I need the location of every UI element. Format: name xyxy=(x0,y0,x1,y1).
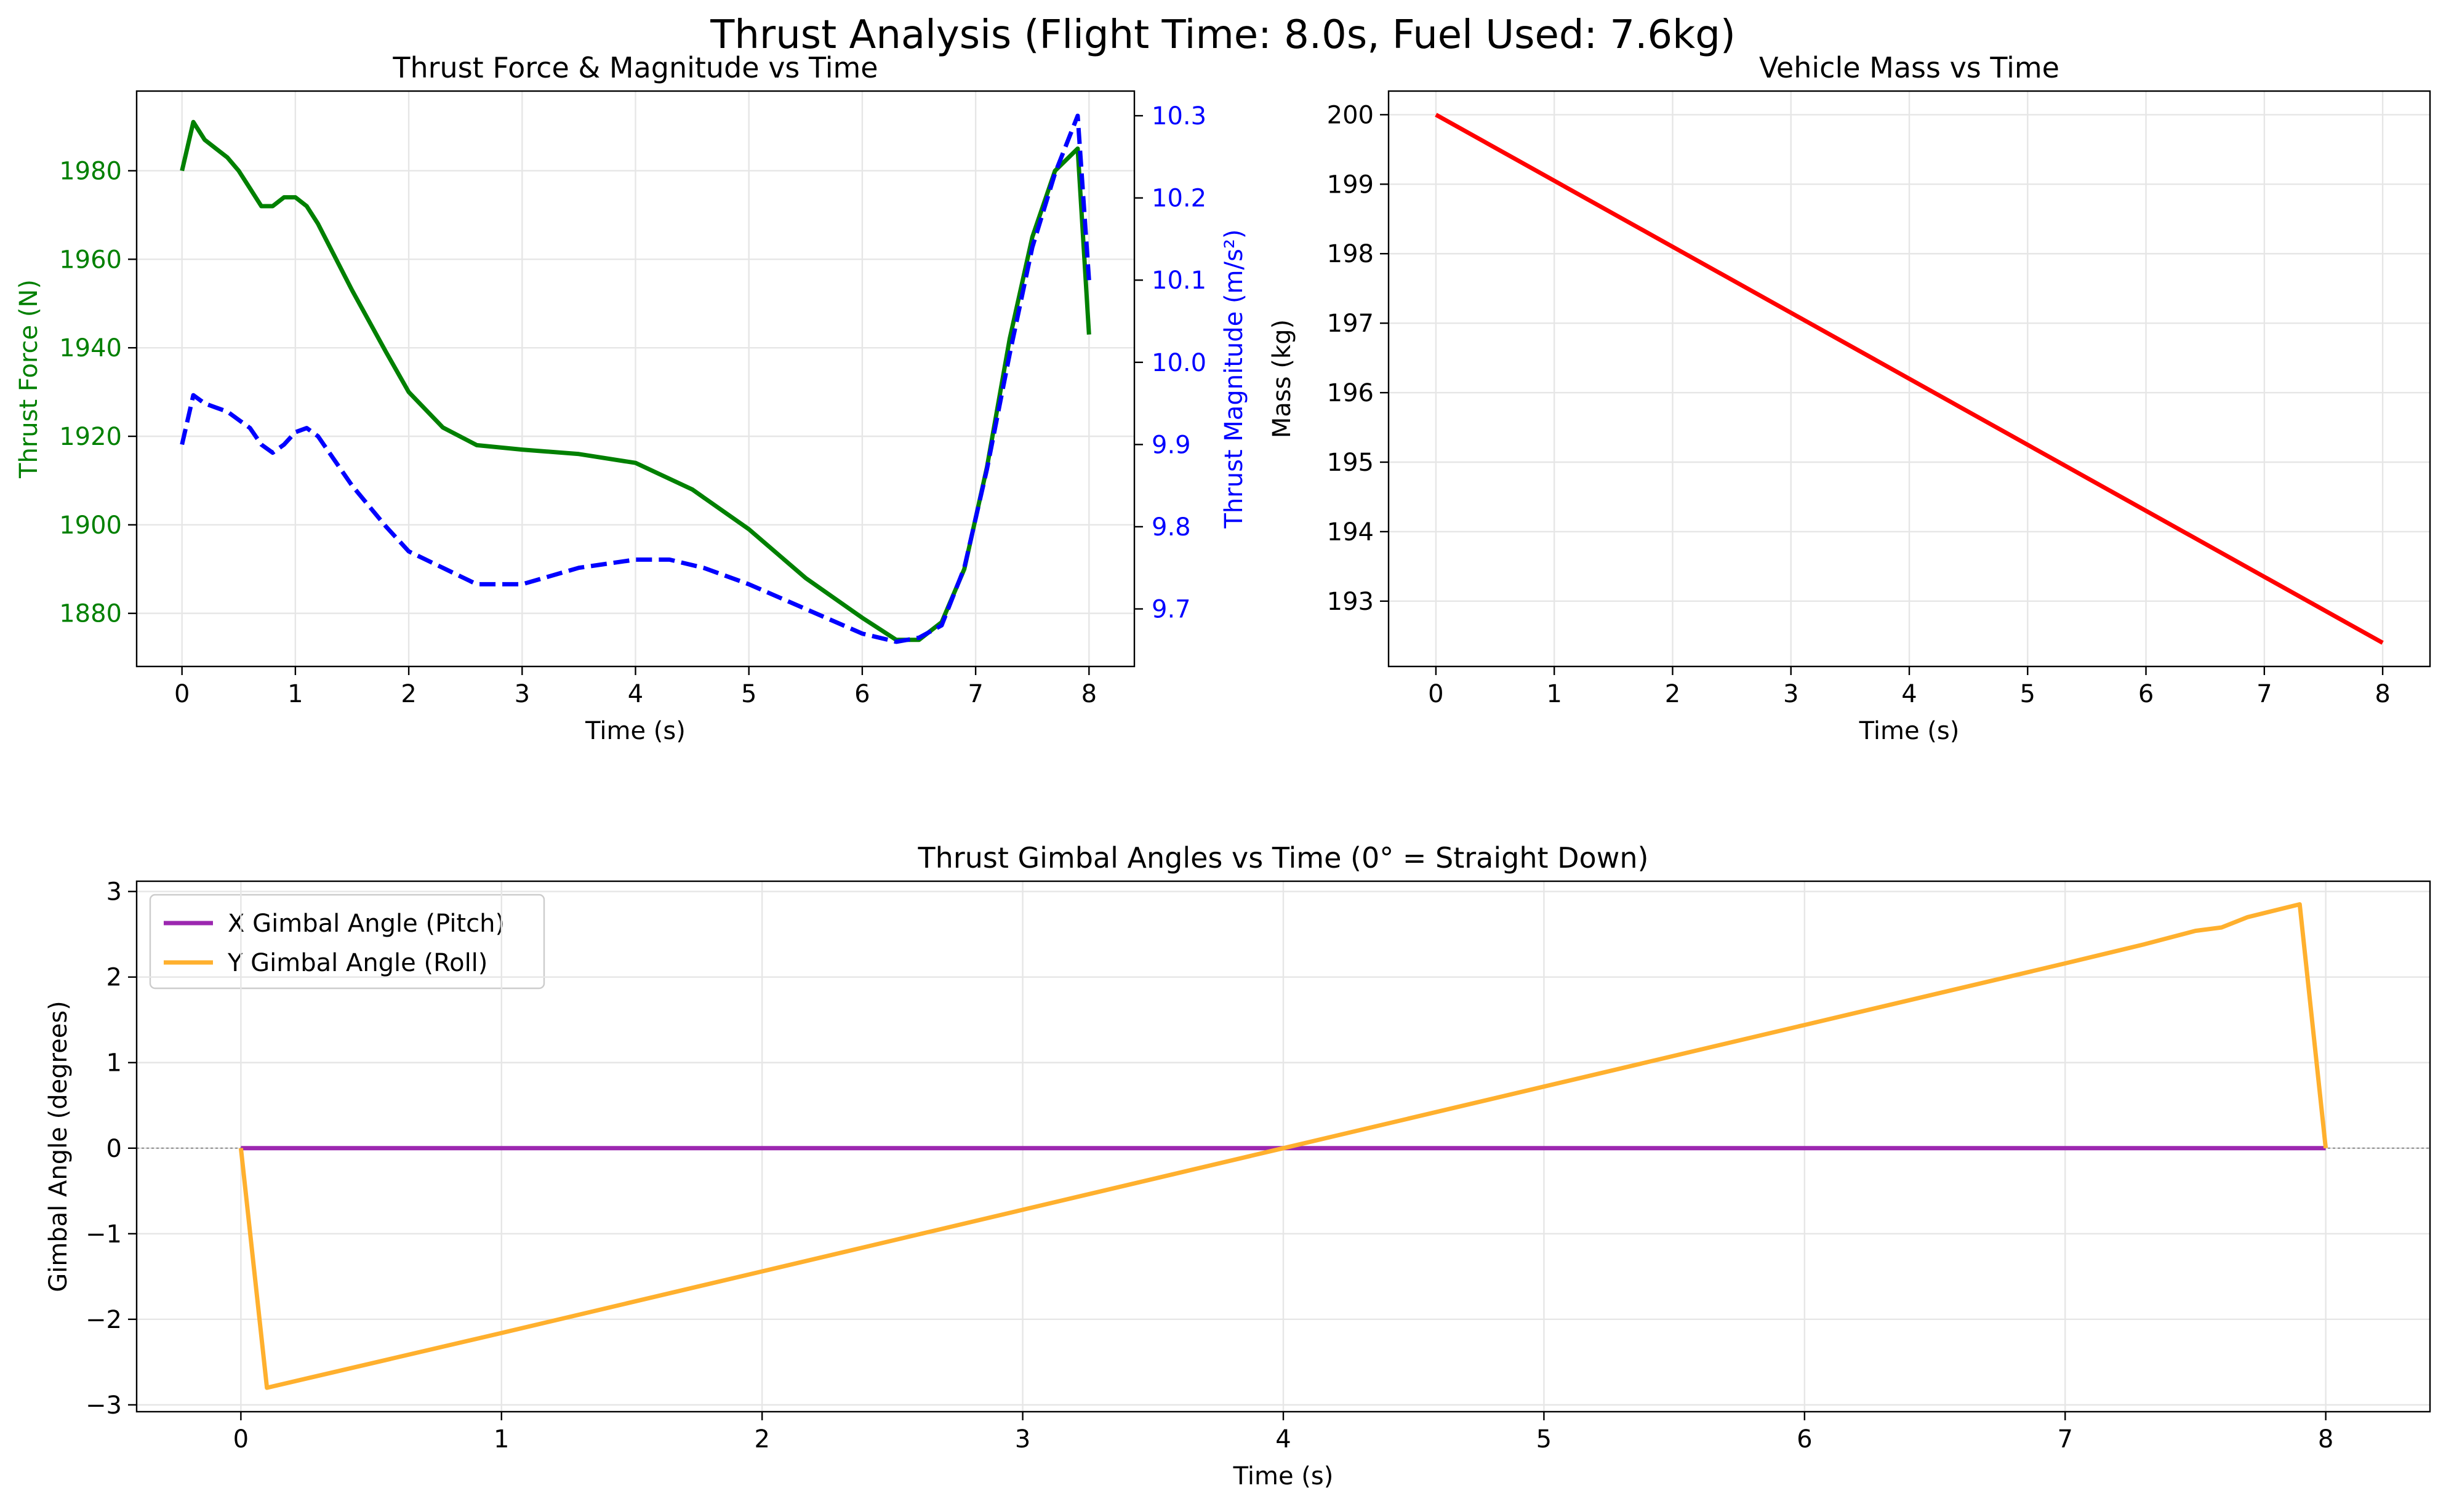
y-tick-label: 194 xyxy=(1327,518,1374,546)
y2-tick-label: 10.0 xyxy=(1152,349,1206,377)
x-tick-label: 3 xyxy=(1015,1425,1030,1454)
y-tick-label: 197 xyxy=(1327,310,1374,338)
y-tick-label: 195 xyxy=(1327,449,1374,477)
y2-tick-label: 10.2 xyxy=(1152,185,1206,213)
y-tick-label: 1980 xyxy=(59,157,122,185)
thrust-magnitude-y-axis-label: Thrust Magnitude (m/s²) xyxy=(1220,230,1248,529)
x-tick-label: 4 xyxy=(1901,680,1917,708)
series-lines xyxy=(238,902,2328,1390)
y-gimbal-line xyxy=(238,902,2328,1390)
grid-lines xyxy=(137,91,1134,666)
x-tick-label: 8 xyxy=(2318,1425,2333,1454)
x-tick-label: 7 xyxy=(968,680,983,708)
legend-label-x-gimbal: X Gimbal Angle (Pitch) xyxy=(228,910,505,938)
y-tick-label: 1920 xyxy=(59,423,122,451)
thrust-force-chart-title: Thrust Force & Magnitude vs Time xyxy=(392,51,878,84)
x-tick-label: 2 xyxy=(1665,680,1680,708)
vehicle-mass-y-axis-label: Mass (kg) xyxy=(1268,319,1296,438)
figure-title: Thrust Analysis (Flight Time: 8.0s, Fuel… xyxy=(710,12,1736,58)
y-tick-label: 1 xyxy=(106,1049,122,1078)
y2-tick-label: 10.1 xyxy=(1152,266,1206,295)
x-tick-label: 3 xyxy=(515,680,530,708)
x-tick-label: 2 xyxy=(401,680,416,708)
y-tick-label: 0 xyxy=(106,1135,122,1163)
x-tick-label: 2 xyxy=(754,1425,769,1454)
x-tick-label: 4 xyxy=(628,680,643,708)
y-tick-label: 199 xyxy=(1327,170,1374,199)
y2-tick-label: 9.7 xyxy=(1152,596,1191,624)
axes-frame xyxy=(1387,90,2431,668)
thrust-force-chart: Thrust Force & Magnitude vs Time Time (s… xyxy=(15,51,1248,745)
y-tick-label: 198 xyxy=(1327,240,1374,268)
gimbal-angles-y-axis-label: Gimbal Angle (degrees) xyxy=(44,1001,73,1292)
series-lines xyxy=(180,113,1091,644)
y2-tick-label: 10.3 xyxy=(1152,102,1206,130)
thrust-magnitude-line xyxy=(180,113,1091,644)
x-tick-label: 5 xyxy=(2020,680,2035,708)
gimbal-legend: X Gimbal Angle (Pitch) Y Gimbal Angle (R… xyxy=(149,894,545,990)
legend-label-y-gimbal: Y Gimbal Angle (Roll) xyxy=(227,949,487,977)
y-tick-label: −2 xyxy=(86,1306,122,1334)
grid-lines xyxy=(1389,91,2430,666)
x-tick-label: 5 xyxy=(741,680,756,708)
x-tick-label: 7 xyxy=(2058,1425,2073,1454)
series-lines xyxy=(1435,113,2384,645)
y-tick-label: −1 xyxy=(86,1220,122,1249)
x-tick-label: 8 xyxy=(2375,680,2390,708)
y-tick-label: −3 xyxy=(86,1391,122,1420)
axes-frame xyxy=(135,90,1136,668)
x-tick-label: 1 xyxy=(1546,680,1562,708)
x-tick-label: 5 xyxy=(1536,1425,1552,1454)
x-tick-label: 3 xyxy=(1783,680,1798,708)
mass-line xyxy=(1435,113,2384,645)
x-tick-label: 4 xyxy=(1275,1425,1291,1454)
thrust-force-x-axis-label: Time (s) xyxy=(585,717,686,745)
thrust-force-y-axis-label: Thrust Force (N) xyxy=(15,279,43,479)
y-tick-label: 2 xyxy=(106,964,122,992)
x-tick-label: 0 xyxy=(174,680,190,708)
gimbal-angles-chart-title: Thrust Gimbal Angles vs Time (0° = Strai… xyxy=(918,841,1649,874)
y-tick-label: 193 xyxy=(1327,588,1374,616)
y2-tick-label: 9.8 xyxy=(1152,513,1191,542)
x-tick-label: 6 xyxy=(1797,1425,1812,1454)
x-tick-label: 6 xyxy=(854,680,870,708)
axes-frame xyxy=(135,880,2431,1413)
y2-tick-label: 9.9 xyxy=(1152,431,1191,459)
y-tick-label: 1900 xyxy=(59,511,122,540)
x-tick-label: 7 xyxy=(2256,680,2272,708)
x-tick-label: 0 xyxy=(233,1425,249,1454)
vehicle-mass-chart-title: Vehicle Mass vs Time xyxy=(1759,51,2059,84)
y-tick-label: 3 xyxy=(106,878,122,906)
y-tick-label: 196 xyxy=(1327,379,1374,407)
gimbal-angles-chart: Thrust Gimbal Angles vs Time (0° = Strai… xyxy=(44,841,2431,1490)
legend-box xyxy=(149,894,545,990)
y-tick-label: 1880 xyxy=(59,600,122,628)
vehicle-mass-chart: Vehicle Mass vs Time Time (s) Mass (kg) … xyxy=(1268,51,2431,745)
x-tick-label: 8 xyxy=(1081,680,1097,708)
x-tick-label: 1 xyxy=(494,1425,509,1454)
gimbal-angles-x-axis-label: Time (s) xyxy=(1233,1462,1334,1490)
y-tick-label: 1940 xyxy=(59,334,122,362)
y-tick-label: 200 xyxy=(1327,101,1374,129)
x-tick-label: 0 xyxy=(1428,680,1443,708)
x-tick-label: 1 xyxy=(287,680,303,708)
y-tick-label: 1960 xyxy=(59,246,122,274)
vehicle-mass-x-axis-label: Time (s) xyxy=(1859,717,1960,745)
x-tick-label: 6 xyxy=(2138,680,2154,708)
